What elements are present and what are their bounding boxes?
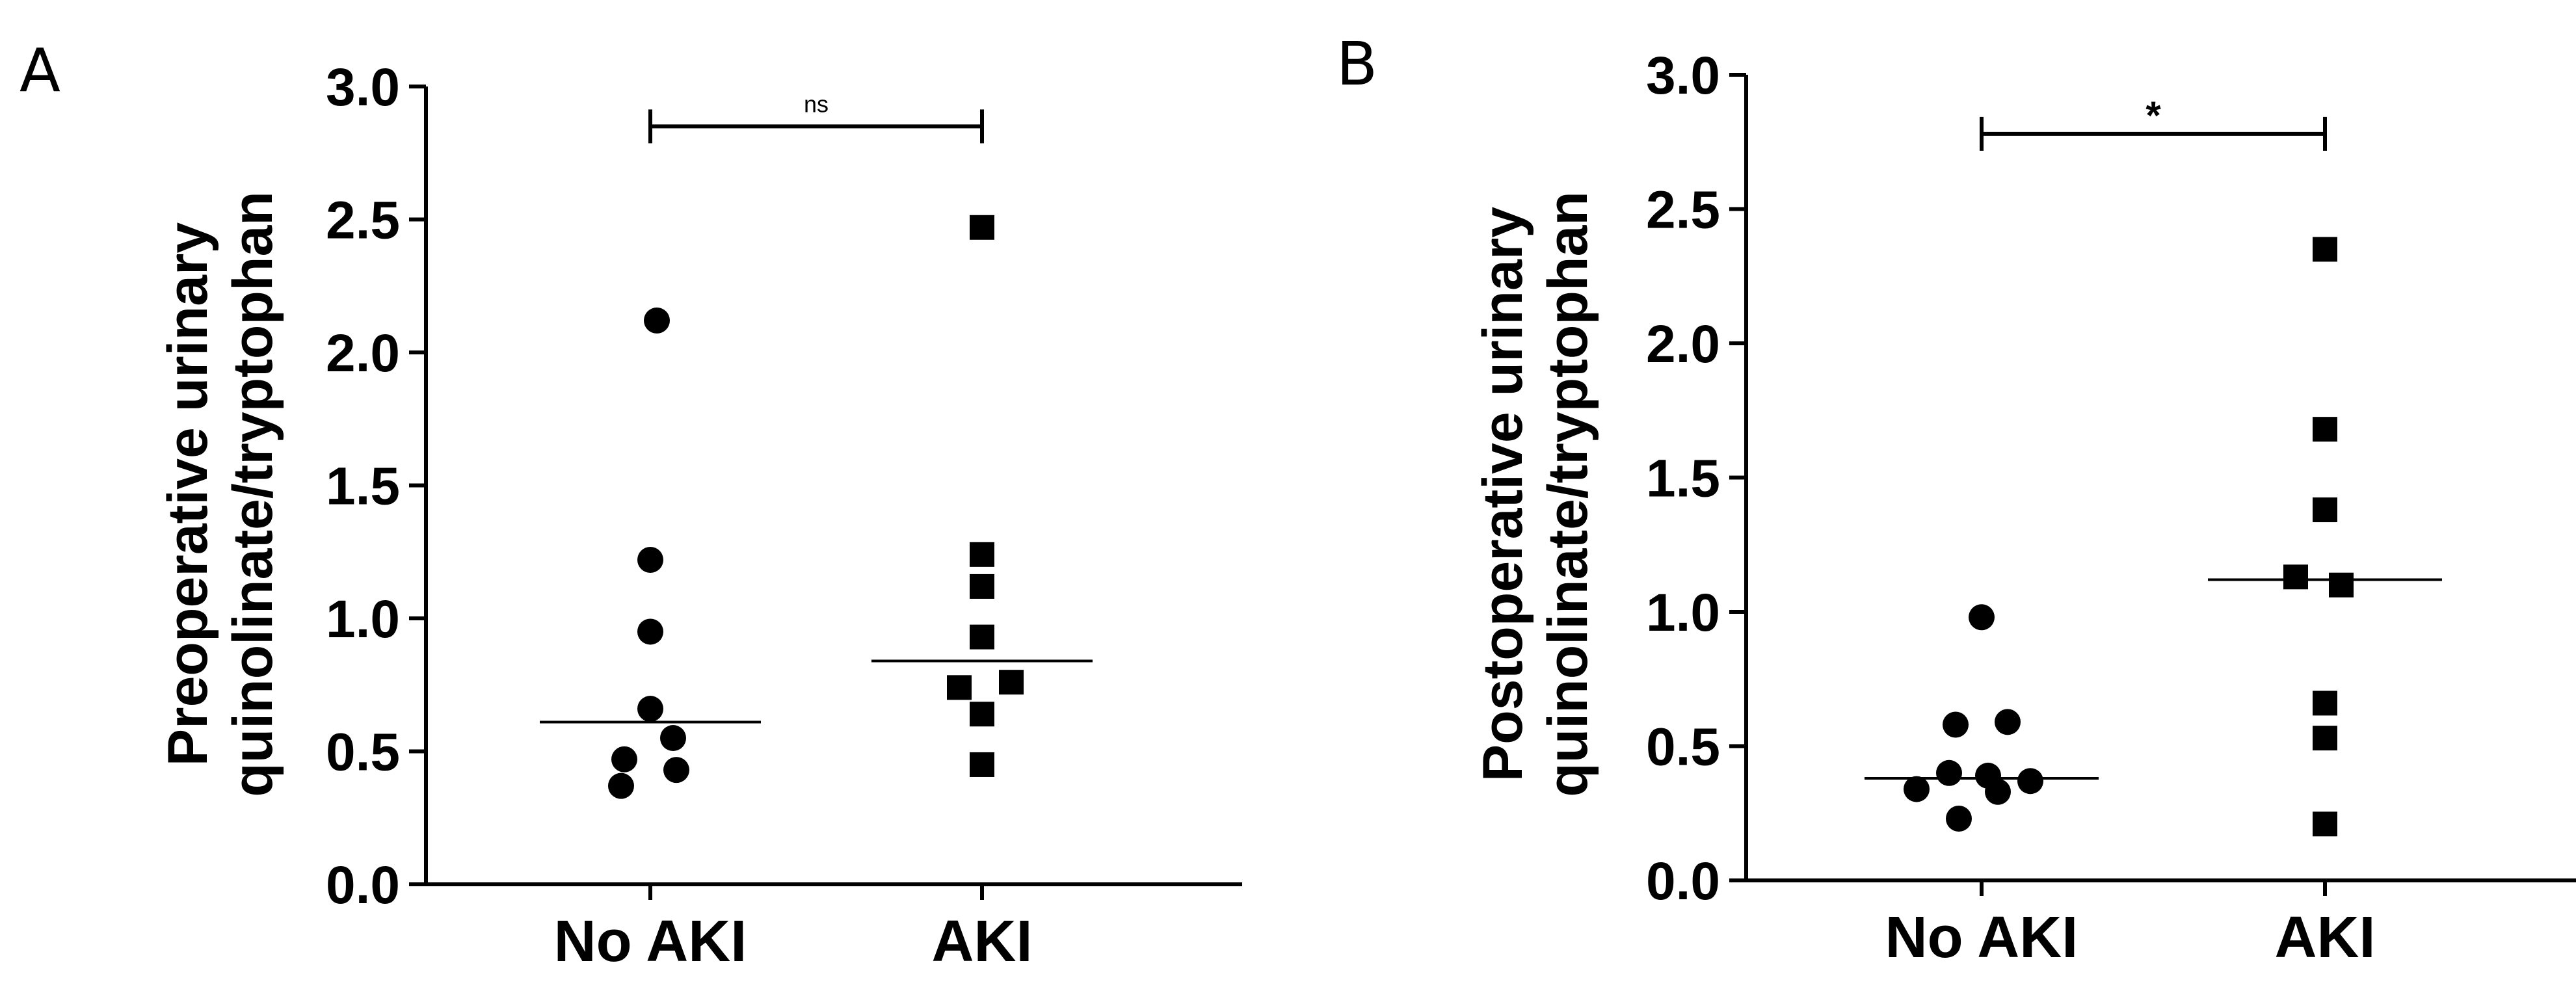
panel-a-y-tick-label: 3.0	[326, 58, 400, 117]
panel-b-point-square	[2313, 497, 2337, 523]
panel-a-point-circle	[637, 618, 663, 645]
panel-b-significance-label: *	[2145, 94, 2161, 137]
panel-a-y-tick-label: 1.5	[326, 457, 400, 516]
panel-b: B Postoperative urinary quinolinate/tryp…	[1336, 29, 2576, 970]
panel-b-point-square	[2313, 417, 2337, 442]
panel-a-point-circle	[611, 746, 637, 772]
panel-b-point-circle	[1904, 776, 1930, 802]
panel-b-point-square	[2313, 811, 2337, 837]
panel-b-ylabel-line2: quinolinate/tryptophan	[1537, 191, 1599, 797]
panel-b-point-circle	[2017, 768, 2043, 795]
panel-b-ylabel-line1: Postoperative urinary	[1472, 207, 1534, 782]
panel-b-point-circle	[1936, 759, 1962, 786]
panel-a-point-circle	[637, 547, 663, 574]
panel-b-point-square	[2329, 572, 2354, 598]
panel-a-point-square	[970, 542, 994, 567]
panel-a-point-square	[970, 752, 994, 777]
panel-b-point-circle	[1946, 806, 1972, 832]
panel-b-letter: B	[1336, 29, 1377, 99]
panel-a: A Preoperative urinary quinolinate/trypt…	[20, 36, 1242, 974]
panel-b-point-square	[2283, 564, 2308, 590]
panel-b-x-category-label: AKI	[2275, 905, 2376, 970]
panel-b-y-tick-label: 2.0	[1646, 315, 1720, 374]
panel-b-y-tick-label: 1.0	[1646, 583, 1720, 642]
panel-a-point-circle	[644, 307, 670, 334]
panel-b-point-circle	[1985, 778, 2011, 805]
panel-a-ylabel-line1: Preoperative urinary	[157, 222, 219, 767]
panel-a-y-tick-label: 2.0	[326, 324, 400, 383]
panel-b-y-tick-label: 1.5	[1646, 449, 1720, 508]
panel-b-y-tick-label: 3.0	[1646, 46, 1720, 105]
panel-a-y-tick-label: 0.5	[326, 723, 400, 782]
panel-a-point-square	[970, 215, 994, 240]
panel-b-x-category-label: No AKI	[1885, 905, 2078, 970]
panel-a-point-square	[947, 675, 972, 700]
panel-b-point-circle	[1995, 709, 2021, 735]
panel-a-point-square	[970, 702, 994, 727]
panel-b-point-square	[2313, 237, 2337, 262]
panel-b-y-tick-label: 0.0	[1646, 852, 1720, 911]
panel-a-point-square	[999, 670, 1024, 695]
panel-b-point-square	[2313, 691, 2337, 716]
panel-a-point-circle	[637, 696, 663, 722]
panel-a-ylabel-line2: quinolinate/tryptophan	[222, 191, 284, 797]
panel-b-point-circle	[1943, 711, 1969, 738]
panel-b-y-tick-label: 0.5	[1646, 718, 1720, 777]
panel-a-x-category-label: AKI	[932, 909, 1033, 974]
panel-b-y-tick-label: 2.5	[1646, 181, 1720, 240]
panel-a-y-tick-label: 2.5	[326, 191, 400, 250]
panel-a-y-tick-label: 0.0	[326, 856, 400, 915]
panel-a-x-category-label: No AKI	[554, 909, 747, 974]
panel-a-point-circle	[608, 772, 634, 799]
panel-a-point-square	[970, 624, 994, 650]
panel-a-point-square	[970, 574, 994, 599]
panel-a-letter: A	[20, 36, 60, 105]
panel-b-point-square	[2313, 726, 2337, 751]
panel-a-y-tick-label: 1.0	[326, 590, 400, 649]
panel-a-point-circle	[663, 757, 689, 784]
panel-b-point-circle	[1969, 604, 1995, 631]
panel-a-point-circle	[660, 725, 686, 752]
panel-a-significance-label: ns	[804, 90, 829, 117]
